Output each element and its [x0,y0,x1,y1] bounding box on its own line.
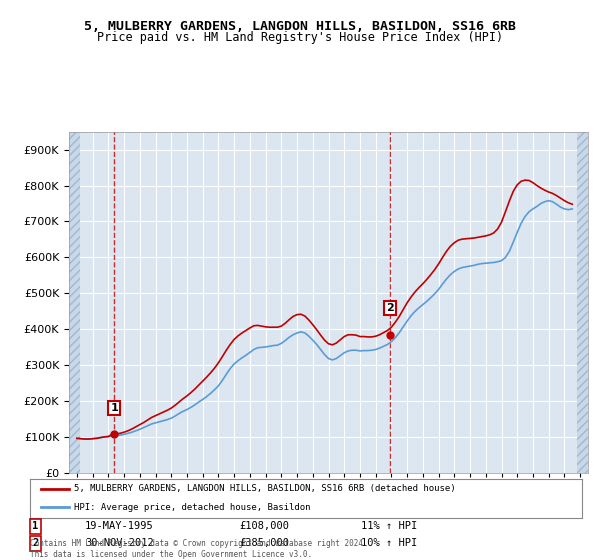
Text: 11% ↑ HPI: 11% ↑ HPI [361,521,418,531]
Text: 19-MAY-1995: 19-MAY-1995 [85,521,154,531]
Bar [577,132,590,473]
Text: Contains HM Land Registry data © Crown copyright and database right 2024.
This d: Contains HM Land Registry data © Crown c… [30,539,368,559]
Text: 10% ↑ HPI: 10% ↑ HPI [361,538,418,548]
Text: Price paid vs. HM Land Registry's House Price Index (HPI): Price paid vs. HM Land Registry's House … [97,31,503,44]
Text: 1: 1 [32,521,38,531]
Text: 1: 1 [110,403,118,413]
Text: 2: 2 [386,303,394,313]
Text: £385,000: £385,000 [240,538,290,548]
Text: £108,000: £108,000 [240,521,290,531]
Text: HPI: Average price, detached house, Basildon: HPI: Average price, detached house, Basi… [74,502,311,511]
Text: 2: 2 [32,538,38,548]
Text: 5, MULBERRY GARDENS, LANGDON HILLS, BASILDON, SS16 6RB: 5, MULBERRY GARDENS, LANGDON HILLS, BASI… [84,20,516,32]
Text: 30-NOV-2012: 30-NOV-2012 [85,538,154,548]
Bar [69,132,80,473]
Text: 5, MULBERRY GARDENS, LANGDON HILLS, BASILDON, SS16 6RB (detached house): 5, MULBERRY GARDENS, LANGDON HILLS, BASI… [74,484,456,493]
